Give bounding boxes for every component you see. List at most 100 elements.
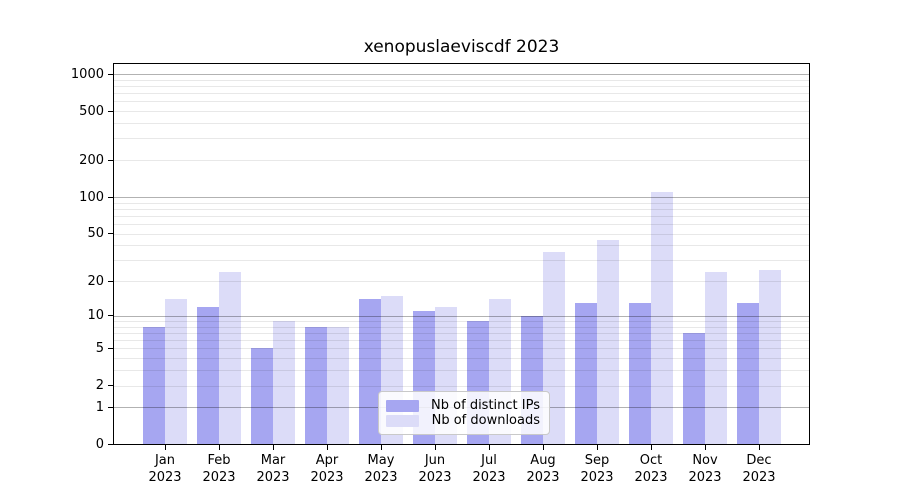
x-axis-tick: [326, 445, 328, 450]
x-axis-tick-label: Mar 2023: [241, 452, 305, 486]
x-axis-label-line: Oct: [639, 453, 663, 468]
y-axis-tick-label: 50: [87, 226, 104, 242]
x-axis-label-line: Jun: [424, 453, 446, 468]
bar-downloads-sep-2023: [597, 240, 619, 445]
x-axis-label-line: 2023: [418, 470, 452, 485]
minor-gridline: [113, 224, 810, 225]
bar-downloads-dec-2023: [759, 269, 781, 445]
x-axis-label-line: Nov: [692, 453, 718, 468]
x-axis-label-line: Mar: [260, 453, 286, 468]
y-axis-tick-label: 100: [79, 189, 104, 205]
y-axis-tick: [108, 233, 113, 235]
plot-area: [113, 63, 810, 445]
y-axis-tick: [108, 444, 113, 445]
legend-label: Nb of distinct IPs: [431, 398, 540, 413]
x-axis-tick-label: Sep 2023: [565, 452, 629, 486]
major-gridline: [113, 197, 810, 198]
y-axis-tick: [108, 110, 113, 112]
y-axis-tick-label: 0: [95, 437, 104, 452]
minor-gridline: [113, 385, 810, 387]
x-axis-label-line: 2023: [472, 470, 506, 485]
y-axis-tick: [108, 315, 113, 317]
bar-downloads-mar-2023: [273, 321, 295, 445]
x-axis-tick: [596, 445, 598, 450]
minor-gridline: [113, 86, 810, 87]
x-axis-tick: [650, 445, 652, 450]
minor-gridline: [113, 321, 810, 322]
minor-gridline: [113, 333, 810, 334]
x-axis-tick-label: Nov 2023: [673, 452, 737, 486]
x-axis-label-line: Dec: [746, 453, 772, 468]
minor-gridline: [113, 358, 810, 360]
x-axis-label-line: 2023: [256, 470, 290, 485]
legend-swatch-distinct-ips: [386, 399, 419, 412]
y-axis-tick: [108, 347, 113, 349]
x-axis-label-line: Sep: [584, 453, 610, 468]
x-axis-label-line: 2023: [202, 470, 236, 485]
bar-downloads-oct-2023: [651, 192, 673, 445]
x-axis-label-line: Apr: [315, 453, 339, 468]
y-axis-tick: [108, 73, 113, 75]
x-axis-tick-label: Aug 2023: [511, 452, 575, 486]
y-axis-tick: [108, 196, 113, 198]
bar-downloads-jan-2023: [165, 299, 187, 445]
chart-title: xenopuslaeviscdf 2023: [363, 37, 560, 57]
x-axis-tick-label: Feb 2023: [187, 452, 251, 486]
minor-gridline: [113, 281, 810, 283]
minor-gridline: [113, 326, 810, 328]
x-axis-label-line: 2023: [580, 470, 614, 485]
legend-swatch-downloads: [386, 414, 419, 427]
bar-distinct-ips-jan-2023: [143, 326, 165, 445]
bar-distinct-ips-feb-2023: [197, 307, 219, 445]
minor-gridline: [113, 245, 810, 247]
y-axis-tick: [108, 280, 113, 282]
x-axis-tick: [758, 445, 760, 450]
x-axis-tick-label: Jun 2023: [403, 452, 467, 486]
bar-distinct-ips-may-2023: [359, 299, 381, 445]
y-axis-tick: [108, 159, 113, 161]
y-axis-tick-label: 10: [87, 308, 104, 324]
x-axis-label-line: Jul: [481, 453, 497, 468]
minor-gridline: [113, 340, 810, 342]
x-axis-label-line: 2023: [526, 470, 560, 485]
x-axis-tick-label: Jan 2023: [133, 452, 197, 486]
y-axis-tick-label: 2: [95, 378, 104, 394]
y-axis-tick-label: 5: [95, 340, 104, 356]
minor-gridline: [113, 370, 810, 372]
chart-legend: Nb of distinct IPs Nb of downloads: [378, 391, 550, 435]
x-axis-tick: [542, 445, 544, 450]
y-axis-tick-label: 500: [79, 103, 104, 119]
minor-gridline: [113, 101, 810, 103]
y-axis-tick: [108, 385, 113, 387]
y-axis-tick-label: 20: [87, 273, 104, 289]
minor-gridline: [113, 202, 810, 204]
bar-downloads-apr-2023: [327, 326, 349, 445]
minor-gridline: [113, 79, 810, 81]
minor-gridline: [113, 208, 810, 210]
bar-downloads-nov-2023: [705, 271, 727, 445]
x-axis-tick: [488, 445, 490, 450]
x-axis-label-line: Aug: [530, 453, 556, 468]
x-axis-tick: [434, 445, 436, 450]
y-axis-tick-label: 1: [95, 399, 104, 415]
minor-gridline: [113, 138, 810, 140]
x-axis-label-line: 2023: [688, 470, 722, 485]
bar-distinct-ips-apr-2023: [305, 326, 327, 445]
bar-distinct-ips-mar-2023: [251, 348, 273, 445]
x-axis-tick: [380, 445, 382, 450]
x-axis-label-line: 2023: [148, 470, 182, 485]
minor-gridline: [113, 111, 810, 113]
major-gridline: [113, 315, 810, 317]
minor-gridline: [113, 160, 810, 162]
minor-gridline: [113, 348, 810, 350]
x-axis-tick-label: May 2023: [349, 452, 413, 486]
x-axis-tick-label: Dec 2023: [727, 452, 791, 486]
x-axis-label-line: Feb: [207, 453, 231, 468]
x-axis-label-line: 2023: [634, 470, 668, 485]
bar-downloads-feb-2023: [219, 271, 241, 445]
legend-label: Nb of downloads: [431, 413, 540, 428]
major-gridline: [113, 74, 810, 75]
legend-entry: Nb of downloads: [386, 413, 540, 428]
x-axis-tick-label: Oct 2023: [619, 452, 683, 486]
